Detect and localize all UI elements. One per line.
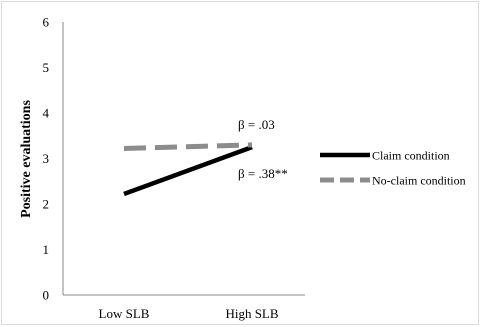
y-tick-label: 3 [43, 151, 50, 166]
legend: Claim condition No-claim condition [320, 149, 466, 188]
x-tick-label: Low SLB [99, 306, 150, 321]
y-tick-label: 0 [43, 288, 50, 303]
y-tick-label: 5 [43, 60, 50, 75]
y-tick-label: 2 [43, 197, 50, 212]
axes [62, 22, 305, 296]
x-tick-labels: Low SLB High SLB [99, 306, 279, 321]
x-tick-label: High SLB [225, 306, 278, 321]
y-tick-label: 6 [43, 15, 50, 30]
annotation-beta-claim: β = .38** [238, 166, 288, 181]
series-line-claim [123, 145, 253, 197]
legend-label: Claim condition [372, 149, 450, 163]
y-tick-label: 1 [43, 242, 50, 257]
series-line-no-claim [123, 142, 253, 151]
y-tick-label: 4 [43, 106, 50, 121]
y-tick-labels: 0 1 2 3 4 5 6 [43, 15, 50, 303]
series-lines [123, 142, 253, 197]
y-axis-label: Positive evaluations [19, 100, 34, 218]
legend-label: No-claim condition [372, 174, 466, 188]
annotation-beta-noclaim: β = .03 [238, 117, 275, 132]
